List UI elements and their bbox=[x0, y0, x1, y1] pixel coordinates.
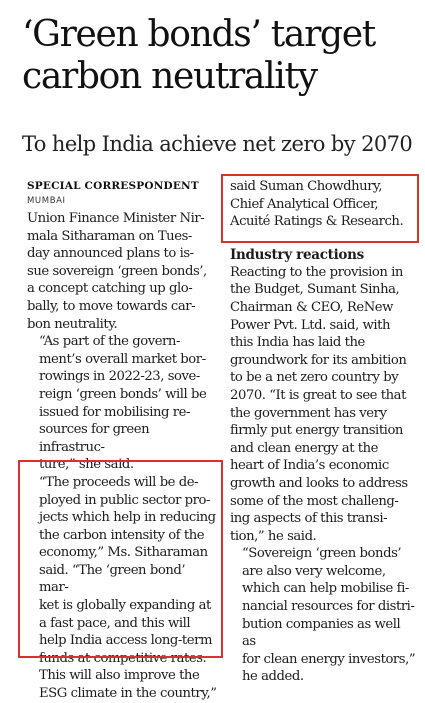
paragraph-quote-borrowings: “As part of the govern- ment’s overall m… bbox=[39, 334, 207, 473]
right-column: said Suman Chowdhury, Chief Analytical O… bbox=[230, 178, 417, 686]
paragraph-industry-reaction: Reacting to the provision in the Budget,… bbox=[230, 264, 408, 544]
byline: SPECIAL CORRESPONDENT bbox=[27, 180, 199, 192]
headline: ‘Green bonds’ target carbon neutrality bbox=[22, 14, 376, 97]
section-heading: Industry reactions bbox=[230, 246, 364, 263]
subheadline: To help India achieve net zero by 2070 bbox=[22, 132, 413, 156]
paragraph-intro: Union Finance Minister Nir- mala Sithara… bbox=[27, 211, 207, 332]
paragraph-sovereign-bonds-quote: “Sovereign ‘green bonds’ are also very w… bbox=[242, 546, 416, 685]
paragraph-attribution: said Suman Chowdhury, Chief Analytical O… bbox=[230, 179, 404, 230]
dateline: MUMBAI bbox=[27, 196, 66, 206]
left-column: Union Finance Minister Nir- mala Sithara… bbox=[27, 210, 217, 703]
paragraph-quote-proceeds: “The proceeds will be de- ployed in publ… bbox=[39, 474, 217, 702]
